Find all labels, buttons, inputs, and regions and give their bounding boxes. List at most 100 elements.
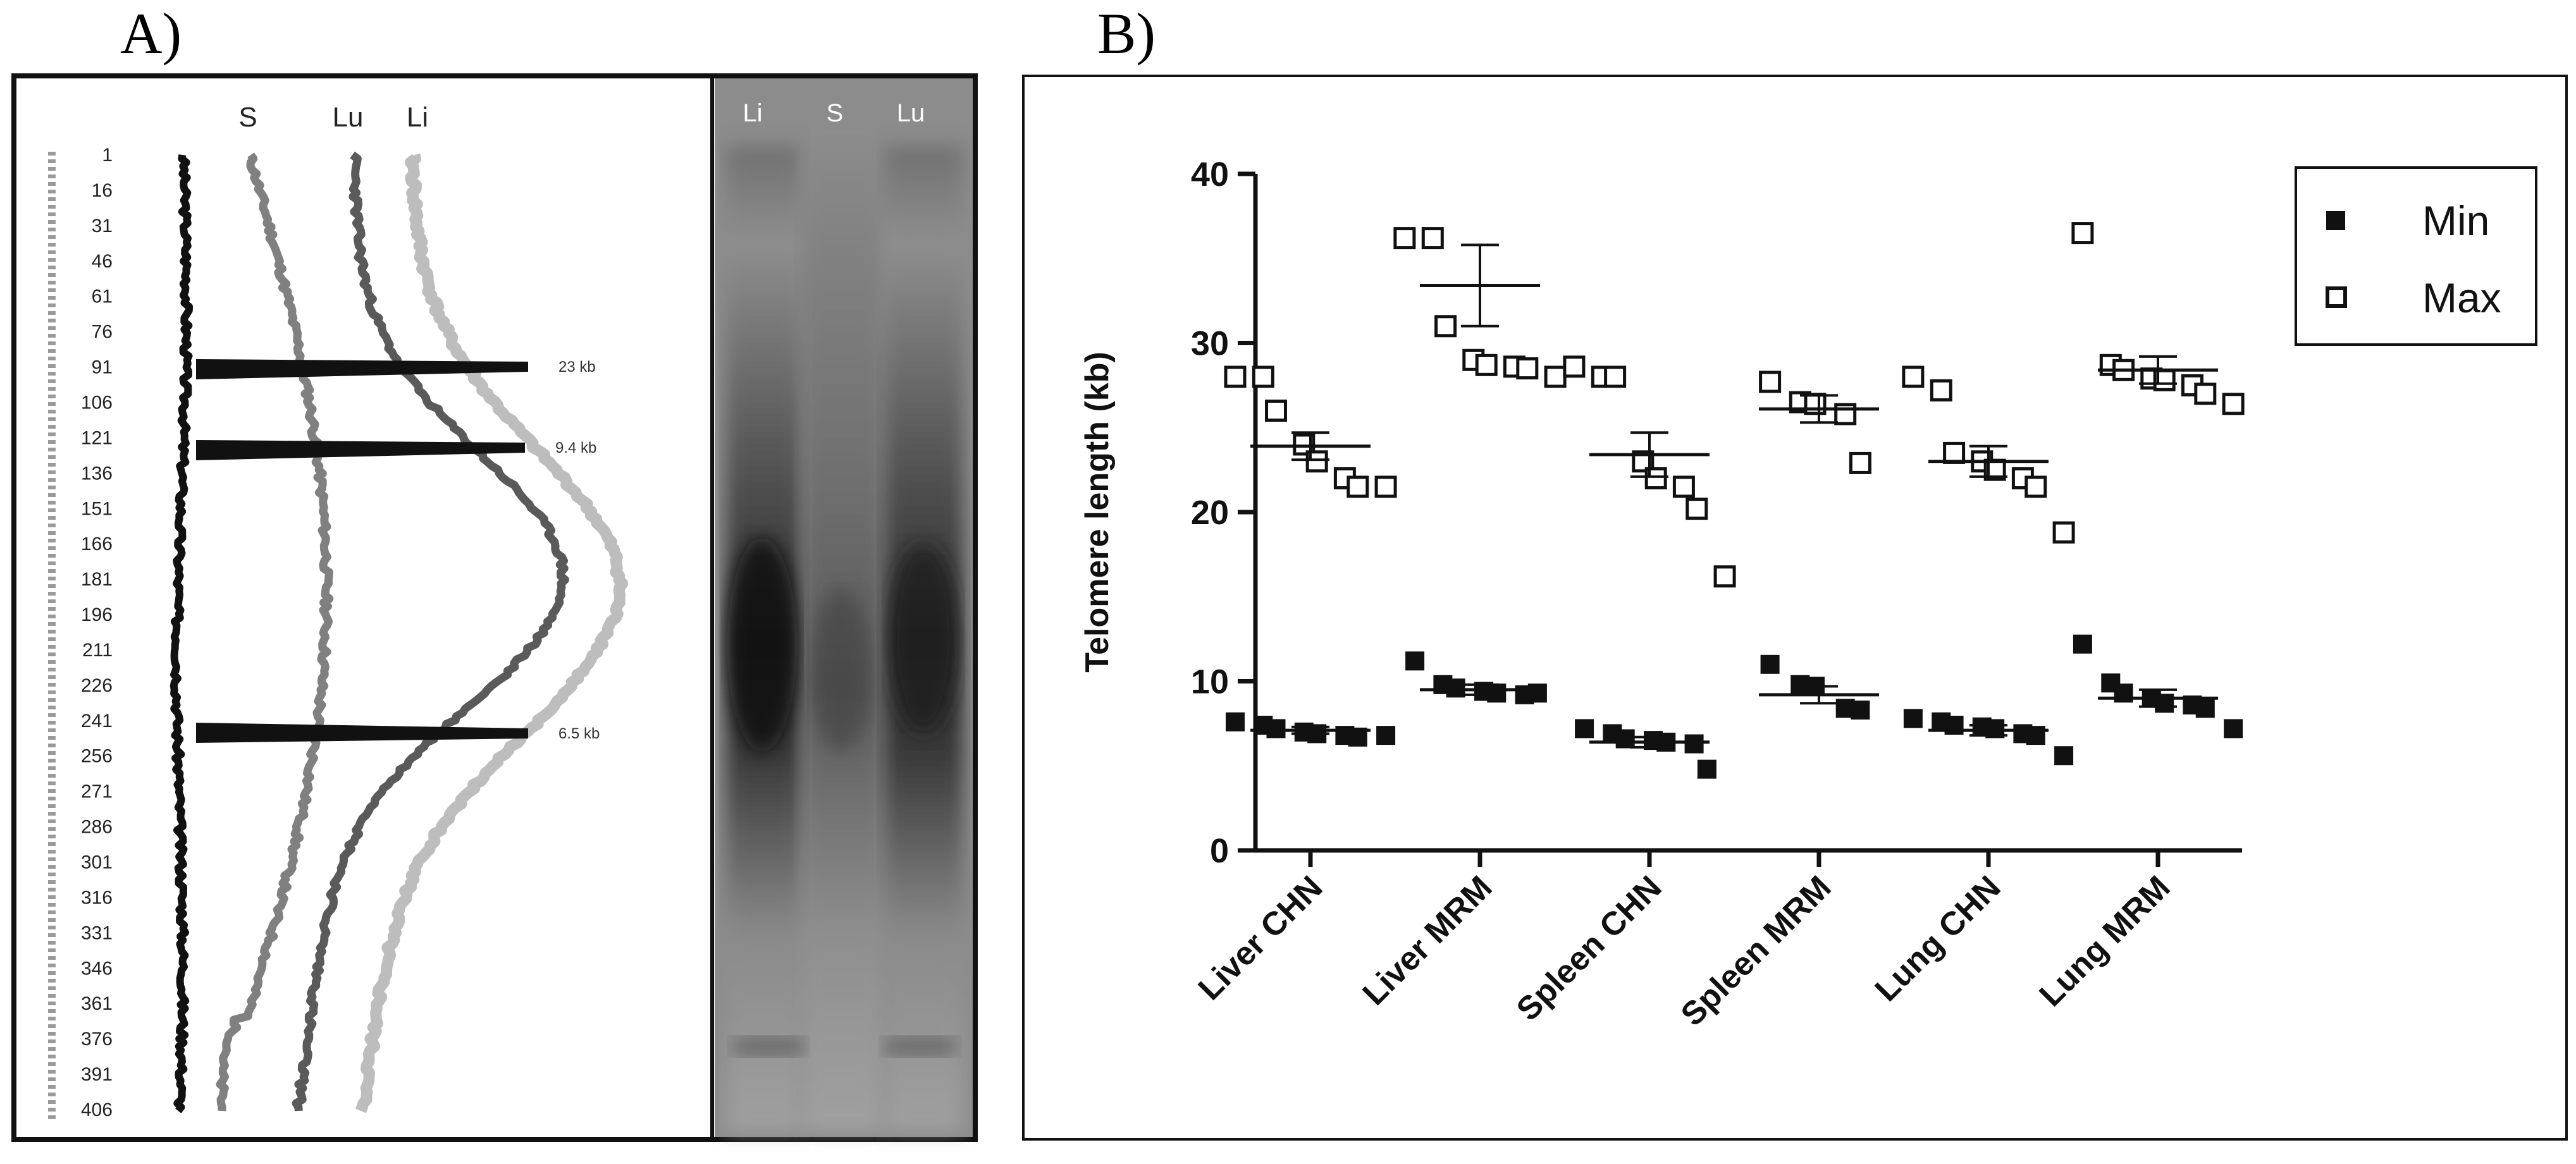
min-point xyxy=(1575,719,1594,738)
max-point xyxy=(1475,353,1498,376)
baseline-trace xyxy=(169,154,193,1113)
min-point xyxy=(1226,712,1245,732)
min-point xyxy=(1405,651,1425,671)
gel-lane-labels: Li S Lu xyxy=(743,99,925,127)
panel-a-tick-label: 151 xyxy=(81,498,113,519)
y-tick-label: 30 xyxy=(1191,325,1229,363)
panel-a-tick-label: 76 xyxy=(92,322,113,343)
max-point xyxy=(2071,222,2094,245)
min-point xyxy=(1376,726,1396,745)
min-point xyxy=(1851,701,1870,720)
panel-a-tick-label: 241 xyxy=(81,711,113,732)
gel-lane-label: S xyxy=(827,99,844,127)
max-point xyxy=(1347,475,1369,498)
max-point xyxy=(2052,521,2075,544)
panel-a-tick-label: 91 xyxy=(92,357,113,378)
min-point xyxy=(1684,734,1704,754)
liver-trace xyxy=(355,153,629,1113)
chart-legend: Min Max xyxy=(2295,166,2537,346)
max-point xyxy=(1265,400,1287,422)
max-point xyxy=(1252,365,1274,388)
y-tick-label: 10 xyxy=(1191,663,1229,701)
max-point xyxy=(1544,365,1567,388)
lung-trace xyxy=(292,151,569,1112)
panel-a-tick-label: 61 xyxy=(92,286,113,307)
min-point xyxy=(2224,719,2243,738)
panel-b-label: B) xyxy=(1097,1,1156,66)
y-tick-label: 0 xyxy=(1210,832,1229,870)
panel-a-tick-label: 136 xyxy=(81,463,113,484)
min-point xyxy=(1760,654,1780,674)
panel-a-tick-label: 376 xyxy=(81,1029,113,1050)
panel-a-tick-label: 181 xyxy=(81,569,113,590)
panel-a-tick-label: 166 xyxy=(81,534,113,554)
panel-a-lane-label: Li xyxy=(407,102,428,133)
panel-a-tick-label: 226 xyxy=(81,675,113,696)
gel-image xyxy=(715,78,973,1137)
panel-a-tick-label: 106 xyxy=(81,392,113,413)
size-marker-band xyxy=(196,440,525,460)
panel-a-lane-label: Lu xyxy=(333,102,364,133)
max-point xyxy=(1930,379,1952,401)
max-point xyxy=(1393,227,1416,250)
max-point xyxy=(1563,355,1586,378)
panel-a-lane-labels: S Lu Li xyxy=(238,102,428,133)
size-marker-label: 23 kb xyxy=(558,358,596,376)
legend-label-max: Max xyxy=(2422,274,2501,321)
max-point xyxy=(1421,227,1444,250)
max-point xyxy=(1849,451,1871,474)
panel-a-tick-label: 31 xyxy=(92,216,113,236)
panel-a-tick-label: 256 xyxy=(81,746,113,767)
y-axis-title: Telomere length (kb) xyxy=(1079,352,1116,673)
panel-a-tick-label: 196 xyxy=(81,604,113,625)
legend-label-min: Min xyxy=(2422,197,2489,244)
max-point xyxy=(1713,565,1736,588)
size-marker-band xyxy=(196,359,528,379)
panel-a-tick-label: 331 xyxy=(81,922,113,943)
size-marker-label: 6.5 kb xyxy=(558,725,600,742)
max-point xyxy=(1902,365,1925,388)
min-point xyxy=(1615,729,1635,749)
max-point xyxy=(1434,315,1457,338)
panel-a-tick-label: 301 xyxy=(81,852,113,873)
legend-marker-max xyxy=(2326,286,2347,308)
y-tick-label: 20 xyxy=(1191,494,1229,532)
gel-lane-label: Lu xyxy=(897,99,925,127)
size-marker-band xyxy=(196,723,528,743)
panel-a-tick-label: 211 xyxy=(82,640,113,661)
panel-a-tick-label: 346 xyxy=(81,958,113,979)
max-point xyxy=(2024,475,2047,498)
panel-a-tick-label: 361 xyxy=(81,993,113,1014)
panel-a-tick-label: 316 xyxy=(81,887,113,908)
max-point xyxy=(1943,441,1966,464)
min-point xyxy=(1527,683,1547,703)
panel-a-tick-labels: 1 16 31 46 61 76 91 106 121 136 151 166 181 196 211 226… xyxy=(81,145,113,1120)
y-tick-label: 40 xyxy=(1191,156,1229,193)
min-point xyxy=(1487,683,1507,703)
max-point xyxy=(1672,475,1695,498)
max-point xyxy=(1604,365,1627,388)
size-marker-label: 9.4 kb xyxy=(555,439,596,456)
min-point xyxy=(1903,709,1923,728)
min-point xyxy=(1266,719,1286,738)
max-point xyxy=(1224,365,1247,388)
legend-marker-min xyxy=(2326,211,2345,230)
panel-a-label: A) xyxy=(120,1,182,66)
panel-a-tick-label: 16 xyxy=(92,180,113,201)
panel-a-tick-label: 1 xyxy=(102,145,113,166)
max-point xyxy=(2222,393,2245,415)
panel-a-intensity-profiles xyxy=(169,151,629,1113)
max-point xyxy=(1685,498,1708,520)
panel-a-tick-label: 391 xyxy=(81,1064,113,1085)
panel-a-size-markers: 23 kb 9.4 kb 6.5 kb xyxy=(196,358,600,743)
min-point xyxy=(2073,634,2092,654)
panel-a-tick-label: 286 xyxy=(81,817,113,838)
min-point xyxy=(2054,746,2074,766)
max-point xyxy=(2194,383,2217,405)
max-point xyxy=(1374,475,1397,498)
panel-a-tick-label: 271 xyxy=(81,781,113,802)
legend-box xyxy=(2295,166,2537,346)
max-point xyxy=(1759,371,1782,393)
panel-a-tick-label: 121 xyxy=(81,427,113,448)
min-point xyxy=(1697,759,1716,779)
